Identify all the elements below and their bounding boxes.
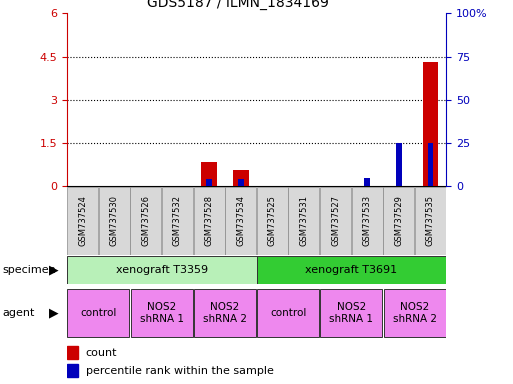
Bar: [238, 179, 244, 186]
Text: GSM737525: GSM737525: [268, 195, 277, 246]
Text: GSM737533: GSM737533: [363, 195, 372, 247]
Text: GSM737529: GSM737529: [394, 195, 403, 246]
Bar: [225, 187, 256, 255]
Bar: [194, 289, 256, 337]
Text: control: control: [80, 308, 116, 318]
Bar: [67, 346, 78, 359]
Text: GSM737527: GSM737527: [331, 195, 340, 246]
Bar: [131, 289, 192, 337]
Text: NOS2
shRNA 1: NOS2 shRNA 1: [140, 302, 184, 324]
Bar: [423, 62, 439, 186]
Bar: [352, 187, 383, 255]
Bar: [321, 289, 382, 337]
Bar: [256, 256, 446, 283]
Bar: [320, 187, 351, 255]
Bar: [201, 162, 217, 186]
Text: xenograft T3691: xenograft T3691: [305, 265, 398, 275]
Bar: [396, 143, 402, 186]
Bar: [233, 170, 249, 186]
Text: GSM737532: GSM737532: [173, 195, 182, 246]
Bar: [130, 187, 161, 255]
Bar: [98, 187, 130, 255]
Bar: [67, 256, 256, 283]
Bar: [257, 289, 319, 337]
Bar: [67, 364, 78, 377]
Text: control: control: [270, 308, 306, 318]
Text: GSM737528: GSM737528: [205, 195, 213, 246]
Title: GDS5187 / ILMN_1834169: GDS5187 / ILMN_1834169: [147, 0, 328, 10]
Bar: [384, 289, 446, 337]
Bar: [428, 143, 433, 186]
Bar: [67, 187, 98, 255]
Bar: [193, 187, 225, 255]
Text: NOS2
shRNA 1: NOS2 shRNA 1: [329, 302, 373, 324]
Text: count: count: [86, 348, 117, 358]
Bar: [206, 179, 212, 186]
Text: ▶: ▶: [49, 263, 58, 276]
Text: GSM737530: GSM737530: [110, 195, 119, 246]
Text: percentile rank within the sample: percentile rank within the sample: [86, 366, 273, 376]
Text: agent: agent: [3, 308, 35, 318]
Text: NOS2
shRNA 2: NOS2 shRNA 2: [392, 302, 437, 324]
Text: NOS2
shRNA 2: NOS2 shRNA 2: [203, 302, 247, 324]
Text: GSM737524: GSM737524: [78, 195, 87, 246]
Text: GSM737526: GSM737526: [141, 195, 150, 246]
Text: GSM737531: GSM737531: [300, 195, 308, 246]
Bar: [364, 179, 370, 186]
Bar: [67, 289, 129, 337]
Bar: [162, 187, 193, 255]
Bar: [288, 187, 320, 255]
Text: specimen: specimen: [3, 265, 56, 275]
Text: GSM737534: GSM737534: [236, 195, 245, 246]
Text: ▶: ▶: [49, 306, 58, 319]
Bar: [257, 187, 288, 255]
Text: GSM737535: GSM737535: [426, 195, 435, 246]
Bar: [415, 187, 446, 255]
Text: xenograft T3359: xenograft T3359: [115, 265, 208, 275]
Bar: [383, 187, 415, 255]
